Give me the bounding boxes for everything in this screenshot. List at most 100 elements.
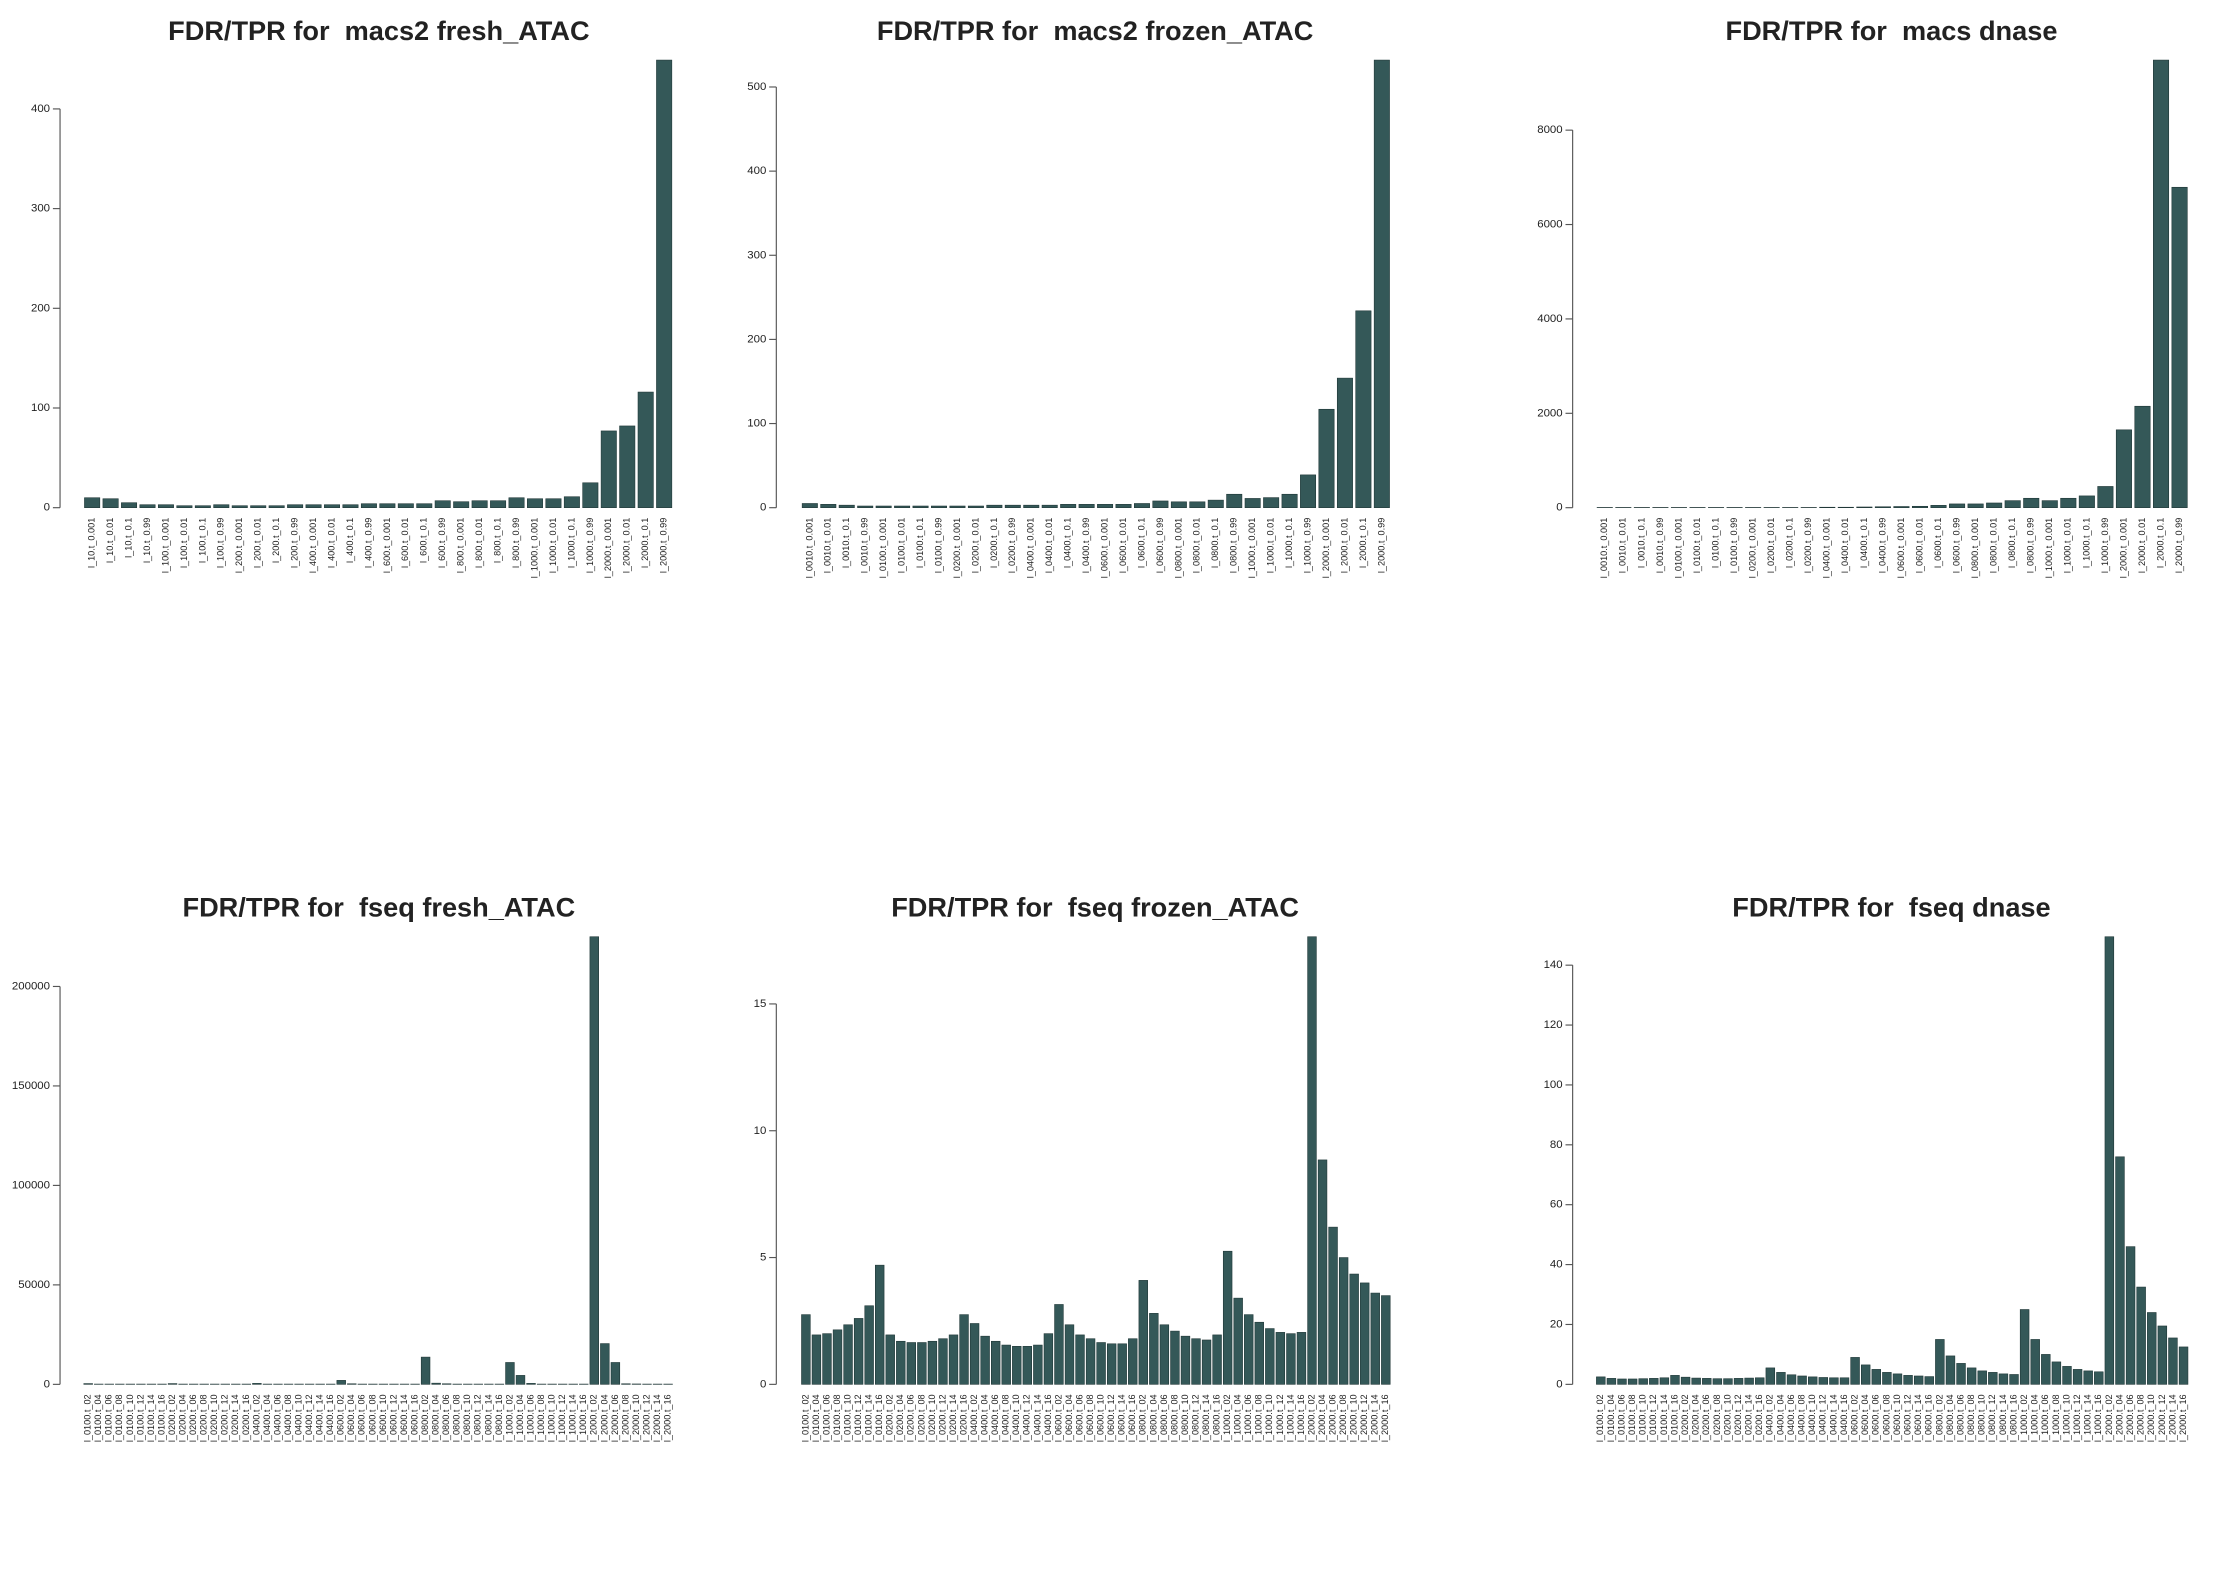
x-tick-label: l_0200.t_06 [906,1394,916,1442]
x-tick-label: l_0100.t_02 [1595,1394,1605,1442]
y-tick-label: 200 [747,333,766,345]
bar [2136,1286,2146,1385]
x-tick-label: l_0200.t_04 [895,1394,905,1442]
x-tick-label: l_0100.t_04 [811,1394,821,1442]
bar [600,1343,610,1385]
x-tick-label: l_2000.t_08 [2136,1394,2146,1442]
bar [1839,1377,1850,1385]
x-tick-label: l_800.t_0.1 [493,518,503,563]
x-tick-label: l_1000.t_10 [2061,1394,2071,1442]
bar [1134,503,1150,508]
y-tick-label: 140 [1544,959,1563,971]
x-tick-label: l_1000.t_0.01 [1266,518,1276,573]
bar [931,505,947,508]
x-tick-label: l_0100.t_0.1 [915,518,925,568]
bar [1986,502,2003,508]
x-tick-label: l_0800.t_08 [1169,1394,1179,1442]
bar [1043,1333,1054,1385]
bar [1336,377,1353,508]
bar [2041,500,2058,508]
x-tick-label: l_0600.t_06 [1871,1394,1881,1442]
bar [875,1264,885,1385]
x-tick-label: l_2000.t_0.1 [640,518,650,568]
y-tick-label: 4000 [1537,313,1562,325]
y-tick-label: 200000 [12,980,50,992]
bar [420,1356,431,1385]
x-tick-label: l_0200.t_0.001 [952,518,962,579]
y-tick-label: 80 [1550,1139,1563,1151]
y-tick-label: 100000 [12,1179,50,1191]
x-tick-label: l_0200.t_0.1 [989,518,999,568]
x-tick-label: l_2000.t_14 [2167,1394,2177,1442]
bar [2115,1156,2125,1385]
y-tick-label: 20 [1550,1318,1563,1330]
x-tick-label: l_0800.t_04 [1148,1394,1158,1442]
bar [1680,1376,1691,1385]
bar [1115,504,1132,508]
x-tick-label: l_2000.t_08 [1338,1394,1348,1442]
bar [360,503,377,508]
x-tick-label: l_0200.t_12 [1733,1394,1743,1442]
x-tick-label: l_0200.t_04 [178,1394,188,1442]
bar [820,504,837,508]
x-tick-label: l_0600.t_14 [1117,1394,1127,1442]
bar [1712,1378,1723,1385]
bar [1265,1328,1275,1385]
bar [252,1383,262,1385]
bar [1254,1321,1264,1385]
x-tick-label: l_0100.t_16 [1669,1394,1679,1442]
bar [2104,936,2115,1385]
bar [589,936,599,1385]
x-tick-label: l_1000.t_0.001 [1247,518,1257,579]
x-tick-label: l_1000.t_0.01 [2063,518,2073,573]
x-tick-label: l_0800.t_14 [1201,1394,1211,1442]
x-tick-label: l_0100.t_08 [832,1394,842,1442]
x-tick-label: l_0200.t_10 [209,1394,219,1442]
x-tick-label: l_0600.t_0.1 [1933,518,1943,568]
bar [1977,1370,1987,1385]
x-tick-label: l_0800.t_06 [1159,1394,1169,1442]
bar [1691,1377,1701,1385]
x-tick-label: l_2000.t_10 [631,1394,641,1442]
bar [121,502,138,508]
x-tick-label: l_1000.t_14 [2083,1394,2093,1442]
x-tick-label: l_0600.t_16 [1924,1394,1934,1442]
x-tick-label: l_0100.t_06 [104,1394,114,1442]
bar [838,504,855,508]
bar [416,503,433,508]
x-tick-label: l_2000.t_16 [1380,1394,1390,1442]
x-tick-label: l_400.t_0.99 [363,518,373,568]
x-tick-label: l_200.t_0.001 [234,518,244,573]
bar [157,504,174,508]
bar [1871,1369,1881,1385]
bar [2157,1325,2168,1385]
x-tick-label: l_0100.t_12 [1648,1394,1658,1442]
bar [347,1383,357,1385]
y-tick-label: 0 [44,1378,50,1390]
x-tick-label: l_1000.t_0.1 [566,518,576,568]
x-tick-label: l_2000.t_06 [610,1394,620,1442]
chart-title: FDR/TPR for macs2 frozen_ATAC [877,15,1314,46]
y-tick-label: 100 [31,402,50,414]
bar [2168,1337,2178,1385]
x-tick-label: l_0100.t_12 [135,1394,145,1442]
x-tick-label: l_0800.t_0.99 [2026,518,2036,573]
chart-panel: FDR/TPR for fseq fresh_ATAC 0 50000 100000 1… [12,892,673,1442]
bar [1064,1324,1075,1385]
bar [896,1340,906,1385]
x-tick-label: l_2000.t_0.99 [659,518,669,573]
bar [1328,1226,1338,1385]
bar [1874,506,1891,508]
x-tick-label: l_0400.t_0.99 [1877,518,1887,573]
bar [1281,493,1298,508]
x-tick-label: l_400.t_0.1 [345,518,355,563]
bar [342,504,359,508]
x-tick-label: l_0100.t_14 [864,1394,874,1442]
x-tick-label: l_0100.t_02 [83,1394,93,1442]
bar [1829,1377,1839,1385]
x-tick-label: l_1000.t_0.99 [585,518,595,573]
bar [1723,1378,1733,1385]
y-tick-label: 2000 [1537,407,1562,419]
bar [1892,1373,1903,1385]
